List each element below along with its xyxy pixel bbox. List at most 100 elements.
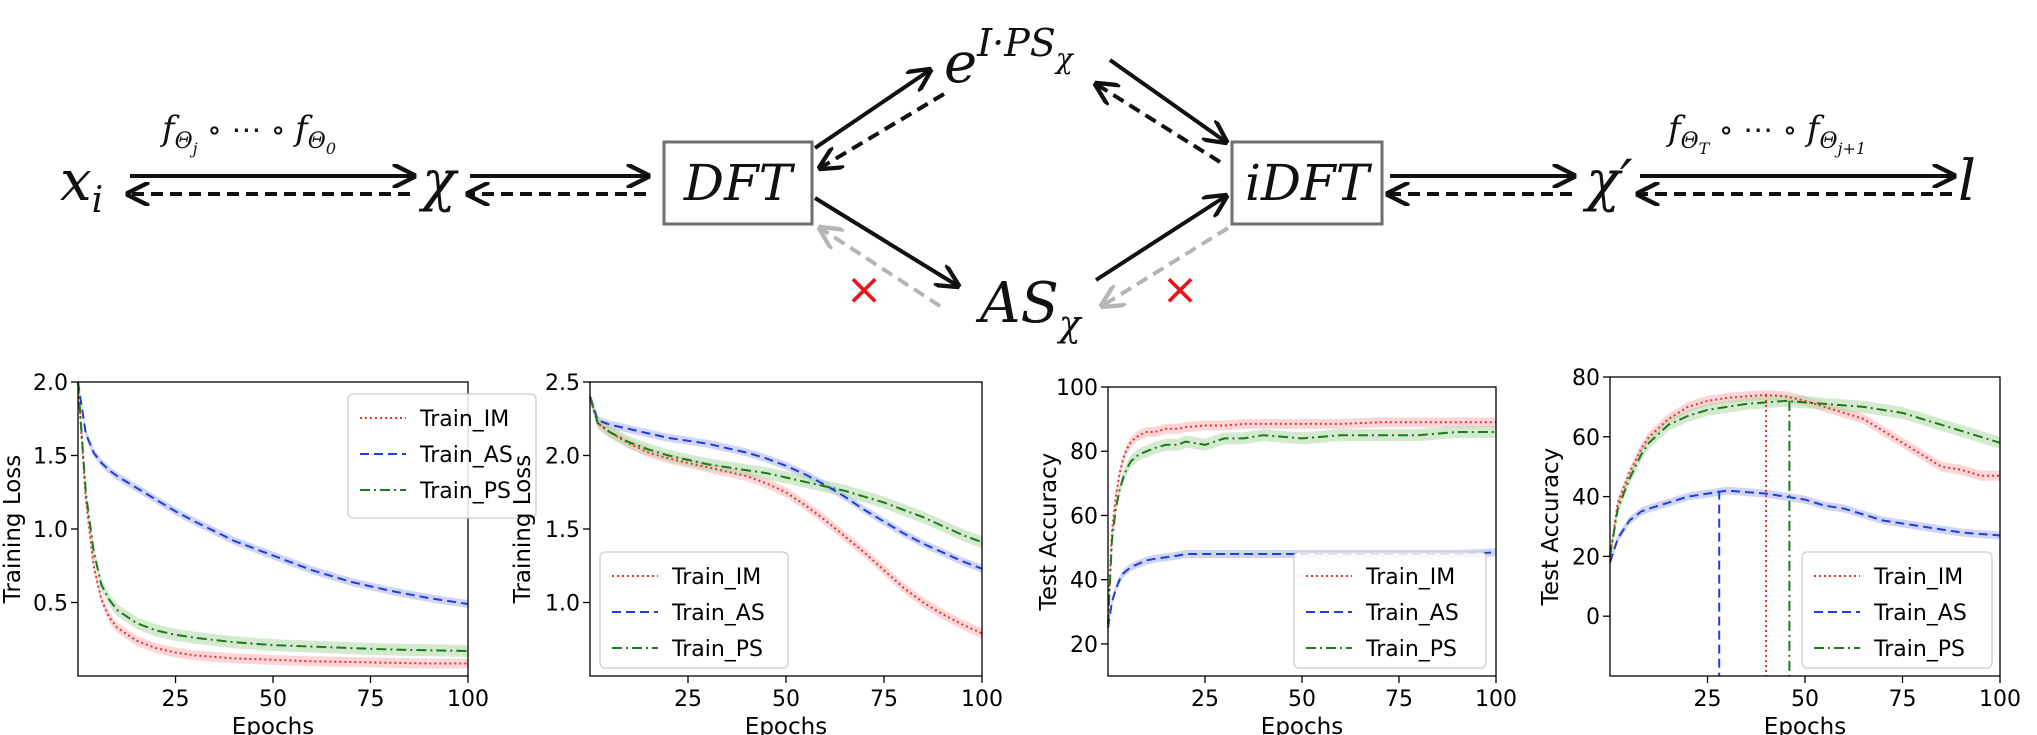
x-tick-label: 50 (259, 687, 287, 712)
idft-label: iDFT (1245, 154, 1373, 212)
x-tick-label: 50 (1288, 687, 1316, 712)
node-l: l (1958, 149, 1976, 214)
band-train-ps (1610, 394, 2000, 563)
arrow-dft-as-forward (813, 196, 958, 286)
legend-label: Train_IM (419, 407, 509, 432)
band-train-im (1610, 389, 2000, 562)
legend: Train_IM Train_AS Train_PS (347, 393, 537, 519)
series-line-train-ps (589, 396, 983, 544)
y-tick-label: 2.0 (545, 445, 580, 470)
x-tick-label: 25 (1694, 687, 1722, 712)
series-line-train-im (77, 381, 468, 665)
x-tick-label: 25 (674, 687, 702, 712)
y-tick-label: 2.5 (545, 371, 580, 396)
y-tick-label: 80 (1572, 366, 1600, 391)
y-tick-label: 20 (1070, 633, 1098, 658)
right-func-label: fΘT ∘ ⋯ ∘ fΘj+1 (1665, 109, 1866, 158)
x-tick-label: 100 (447, 687, 489, 712)
y-tick-label: 40 (1070, 569, 1098, 594)
y-tick-label: 20 (1572, 545, 1600, 570)
y-tick-label: 40 (1572, 486, 1600, 511)
y-axis-label: Test Accuracy (1036, 453, 1062, 612)
left-func-label: fΘj ∘ ⋯ ∘ fΘ0 (159, 109, 336, 158)
arrow-exp-dft-backward (820, 92, 946, 168)
node-as-chi: ASχ (975, 271, 1083, 345)
chart-2: 25 50 75 100 1.0 1.5 2.0 2.5 Epochs Training Loss… (510, 371, 1003, 735)
pipeline-diagram: xi fΘj ∘ ⋯ ∘ fΘ0 χ DFT eI·PSχ ASχ × (60, 21, 1976, 345)
legend-label: Train_IM (671, 565, 761, 590)
band-train-as (590, 392, 982, 573)
y-tick-label: 0 (1586, 605, 1600, 630)
series-line-train-ps (1609, 399, 2001, 557)
legend-label: Train_AS (1873, 601, 1967, 626)
legend-box (347, 393, 537, 519)
y-tick-label: 1.0 (545, 592, 580, 617)
chart-1: 25 50 75 100 0.5 1.0 1.5 2.0 Epochs Training Loss… (0, 371, 537, 735)
dft-label: DFT (683, 154, 796, 212)
blocked-cross-right: × (1162, 264, 1199, 315)
y-tick-label: 1.5 (33, 445, 68, 470)
legend: Train_IM Train_AS Train_PS (599, 551, 789, 669)
legend-label: Train_PS (1873, 637, 1965, 662)
legend-label: Train_AS (1365, 601, 1459, 626)
series-line-train-ps (77, 381, 469, 652)
legend-box (1293, 551, 1487, 669)
y-tick-label: 0.5 (33, 592, 68, 617)
arrow-idft-as-blocked (1102, 226, 1230, 306)
legend-box (599, 551, 789, 669)
legend-label: Train_AS (419, 443, 513, 468)
series-line-train-as (589, 396, 983, 570)
chart-3: 25 50 75 100 20 40 60 80 100 Epochs Test Accuracy T… (1036, 376, 1517, 735)
y-tick-label: 1.5 (545, 518, 580, 543)
x-tick-label: 100 (1979, 687, 2021, 712)
series-line-train-as (1107, 551, 1497, 628)
y-tick-label: 60 (1572, 426, 1600, 451)
node-exp-ps: eI·PSχ (944, 21, 1075, 96)
legend: Train_IM Train_AS Train_PS (1801, 551, 1993, 669)
x-axis-label: Epochs (1764, 714, 1846, 735)
x-tick-label: 75 (357, 687, 385, 712)
y-tick-label: 1.0 (33, 518, 68, 543)
x-axis-label: Epochs (745, 714, 827, 735)
x-tick-label: 100 (1475, 687, 1517, 712)
x-tick-label: 25 (162, 687, 190, 712)
x-tick-label: 50 (1791, 687, 1819, 712)
legend-label: Train_PS (419, 479, 511, 504)
arrow-exp-idft-forward (1108, 58, 1226, 142)
y-tick-label: 2.0 (33, 371, 68, 396)
y-axis-label: Test Accuracy (1538, 448, 1564, 607)
y-tick-label: 100 (1056, 376, 1098, 401)
legend-label: Train_PS (1365, 637, 1457, 662)
series-line-train-im (1609, 393, 2000, 557)
x-tick-label: 50 (772, 687, 800, 712)
y-tick-label: 80 (1070, 440, 1098, 465)
arrow-as-idft-forward (1094, 196, 1226, 282)
band-train-as (1610, 486, 2000, 567)
y-axis-label: Training Loss (510, 455, 536, 605)
series-line-train-as (77, 381, 469, 605)
node-chi-prime: χ′ (1582, 149, 1633, 214)
idft-box (1230, 140, 1384, 226)
arrow-idft-exp-backward (1096, 84, 1222, 164)
series-line-train-as (1609, 489, 2001, 563)
legend-label: Train_AS (671, 601, 765, 626)
legend: Train_IM Train_AS Train_PS (1293, 551, 1487, 669)
x-axis-label: Epochs (232, 714, 314, 735)
node-x-i: xi (60, 149, 103, 221)
band-train-ps (1108, 425, 1496, 631)
series-line-train-ps (1107, 431, 1496, 625)
y-axis-label: Training Loss (0, 455, 26, 605)
arrow-as-dft-blocked (820, 228, 942, 308)
x-tick-label: 75 (1889, 687, 1917, 712)
charts-row: 25 50 75 100 0.5 1.0 1.5 2.0 Epochs Training Loss… (0, 366, 2021, 735)
series-line-train-im (589, 396, 983, 635)
x-tick-label: 25 (1191, 687, 1219, 712)
x-tick-label: 75 (1385, 687, 1413, 712)
dft-box (662, 140, 814, 226)
x-tick-label: 100 (961, 687, 1003, 712)
legend-label: Train_IM (1873, 565, 1963, 590)
y-tick-label: 60 (1070, 504, 1098, 529)
band-train-im (590, 391, 982, 639)
legend-label: Train_PS (671, 637, 763, 662)
